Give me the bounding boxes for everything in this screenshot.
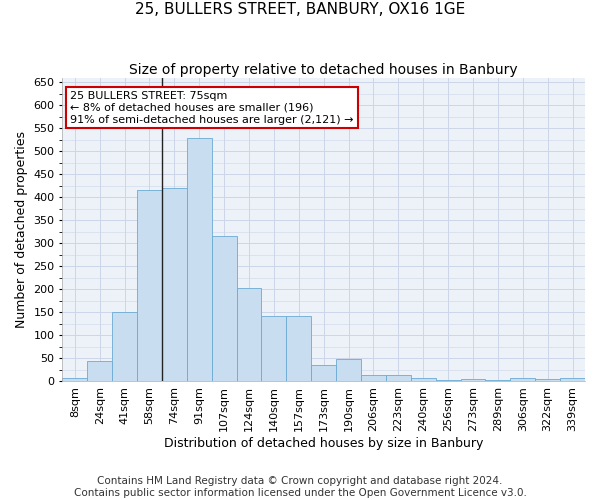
Bar [62, 378, 87, 382]
Bar [485, 380, 511, 382]
Bar [112, 312, 137, 382]
Bar [162, 188, 187, 382]
Bar [336, 360, 361, 382]
Bar [311, 366, 336, 382]
Bar [386, 376, 411, 382]
Bar [436, 380, 461, 382]
Title: Size of property relative to detached houses in Banbury: Size of property relative to detached ho… [130, 62, 518, 76]
Bar [262, 316, 286, 382]
Text: Contains HM Land Registry data © Crown copyright and database right 2024.
Contai: Contains HM Land Registry data © Crown c… [74, 476, 526, 498]
Y-axis label: Number of detached properties: Number of detached properties [15, 131, 28, 328]
Text: 25, BULLERS STREET, BANBURY, OX16 1GE: 25, BULLERS STREET, BANBURY, OX16 1GE [135, 2, 465, 18]
X-axis label: Distribution of detached houses by size in Banbury: Distribution of detached houses by size … [164, 437, 484, 450]
Bar [286, 316, 311, 382]
Bar [212, 236, 236, 382]
Bar [461, 379, 485, 382]
Bar [511, 378, 535, 382]
Bar [137, 190, 162, 382]
Bar [236, 288, 262, 382]
Text: 25 BULLERS STREET: 75sqm
← 8% of detached houses are smaller (196)
91% of semi-d: 25 BULLERS STREET: 75sqm ← 8% of detache… [70, 92, 353, 124]
Bar [361, 374, 386, 382]
Bar [87, 360, 112, 382]
Bar [187, 138, 212, 382]
Bar [411, 378, 436, 382]
Bar [535, 379, 560, 382]
Bar [560, 378, 585, 382]
